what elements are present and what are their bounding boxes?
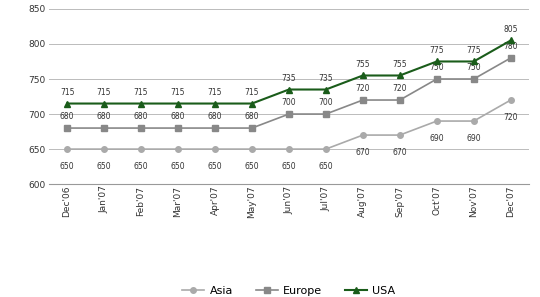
Asia — [286, 147, 292, 151]
Text: 650: 650 — [281, 162, 296, 170]
Text: 755: 755 — [355, 60, 370, 69]
Text: 735: 735 — [281, 74, 296, 83]
Text: 750: 750 — [467, 63, 481, 72]
Text: 650: 650 — [208, 162, 222, 170]
Line: USA: USA — [64, 37, 514, 107]
Asia — [360, 133, 366, 137]
Text: 690: 690 — [429, 134, 444, 143]
Europe — [396, 98, 403, 102]
Text: 650: 650 — [171, 162, 185, 170]
USA — [396, 74, 403, 77]
Text: 775: 775 — [429, 45, 444, 55]
Text: 755: 755 — [393, 60, 407, 69]
Text: 670: 670 — [393, 148, 407, 157]
USA — [470, 60, 477, 63]
USA — [360, 74, 366, 77]
Text: 720: 720 — [503, 113, 518, 121]
Asia — [64, 147, 70, 151]
Text: 680: 680 — [208, 112, 222, 121]
Europe — [470, 77, 477, 81]
Asia — [470, 119, 477, 123]
Text: 720: 720 — [355, 84, 370, 93]
USA — [508, 39, 514, 42]
Asia — [101, 147, 107, 151]
Text: 700: 700 — [319, 98, 333, 107]
Europe — [322, 112, 329, 116]
Text: 680: 680 — [97, 112, 111, 121]
Text: 690: 690 — [467, 134, 481, 143]
Text: 735: 735 — [319, 74, 333, 83]
Asia — [138, 147, 144, 151]
Asia — [212, 147, 218, 151]
Europe — [138, 126, 144, 130]
Text: 715: 715 — [134, 88, 148, 97]
Line: Asia: Asia — [64, 97, 514, 152]
Text: 680: 680 — [60, 112, 75, 121]
Text: 715: 715 — [245, 88, 259, 97]
Europe — [508, 56, 514, 60]
Text: 715: 715 — [97, 88, 111, 97]
USA — [101, 102, 107, 105]
Legend: Asia, Europe, USA: Asia, Europe, USA — [178, 281, 400, 297]
USA — [64, 102, 70, 105]
Text: 650: 650 — [97, 162, 111, 170]
Asia — [396, 133, 403, 137]
Text: 720: 720 — [393, 84, 407, 93]
Text: 650: 650 — [245, 162, 259, 170]
USA — [286, 88, 292, 91]
Text: 700: 700 — [281, 98, 296, 107]
USA — [138, 102, 144, 105]
Europe — [212, 126, 218, 130]
Text: 780: 780 — [503, 42, 518, 51]
Line: Europe: Europe — [64, 55, 514, 131]
Asia — [175, 147, 181, 151]
Europe — [64, 126, 70, 130]
Asia — [434, 119, 440, 123]
Text: 715: 715 — [208, 88, 222, 97]
Text: 650: 650 — [60, 162, 75, 170]
Text: 715: 715 — [171, 88, 185, 97]
Text: 650: 650 — [134, 162, 148, 170]
Text: 715: 715 — [60, 88, 75, 97]
Europe — [101, 126, 107, 130]
Europe — [175, 126, 181, 130]
Text: 680: 680 — [171, 112, 185, 121]
Europe — [434, 77, 440, 81]
Text: 775: 775 — [467, 45, 481, 55]
USA — [212, 102, 218, 105]
Text: 670: 670 — [355, 148, 370, 157]
Text: 680: 680 — [245, 112, 259, 121]
Text: 650: 650 — [319, 162, 333, 170]
Europe — [360, 98, 366, 102]
Asia — [249, 147, 255, 151]
USA — [249, 102, 255, 105]
Asia — [322, 147, 329, 151]
Text: 680: 680 — [134, 112, 148, 121]
USA — [322, 88, 329, 91]
Europe — [249, 126, 255, 130]
Europe — [286, 112, 292, 116]
Asia — [508, 98, 514, 102]
USA — [434, 60, 440, 63]
Text: 750: 750 — [429, 63, 444, 72]
Text: 805: 805 — [503, 25, 518, 34]
USA — [175, 102, 181, 105]
